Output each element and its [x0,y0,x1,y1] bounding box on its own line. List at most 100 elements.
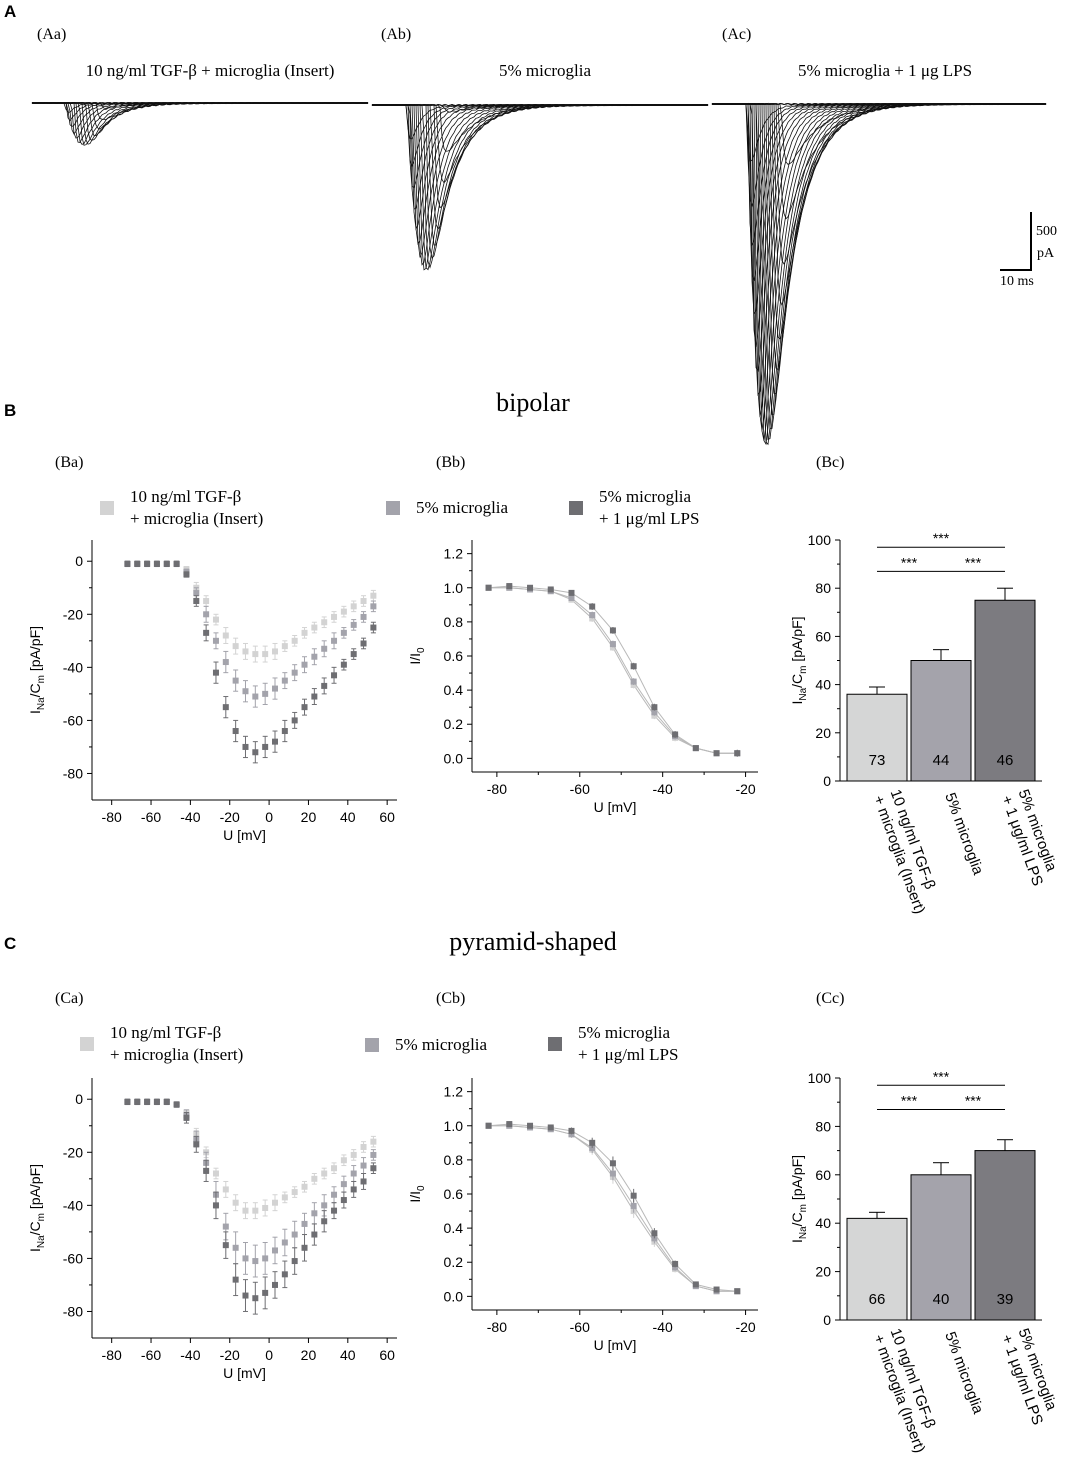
data-point [734,1288,741,1295]
data-point [212,637,219,644]
x-tick-label: 20 [301,809,317,825]
scalebar-time: 10 ms [1000,274,1034,289]
data-point [713,750,720,757]
data-point [370,1151,377,1158]
fit-line [488,587,738,754]
data-point [589,1144,596,1151]
x-tick-label: -60 [141,1347,161,1363]
data-point [291,717,298,724]
data-point [589,603,596,610]
data-point [527,586,534,593]
data-point [568,589,575,596]
panel-letter-b: B [4,401,17,420]
y-axis-label-text: INa/Cm [pA/pF] [789,1155,809,1243]
series-2 [485,1121,741,1295]
y-tick-label: -40 [63,659,83,675]
data-point [232,643,239,650]
data-point [350,1170,357,1177]
data-point [340,661,347,668]
data-point [222,659,229,666]
data-point [134,560,141,567]
data-point [651,1238,658,1245]
data-point [173,560,180,567]
y-tick-label: 0.0 [444,750,464,766]
y-axis-label: INa/Cm [pA/pF] [27,1164,47,1252]
sublabel-aa: (Aa) [37,26,67,43]
y-axis-label-text: INa/Cm [pA/pF] [27,626,47,714]
data-point [360,1178,367,1185]
data-point [203,1159,210,1166]
data-point [311,653,318,660]
data-point [163,1098,170,1105]
y-tick-label: 0.0 [444,1288,464,1304]
y-tick-label: -20 [63,1144,83,1160]
bar-n-label: 73 [869,752,886,769]
y-tick-label: 0 [823,1312,831,1328]
data-point [527,584,534,591]
bar-n-label: 39 [997,1291,1014,1308]
data-point [203,629,210,636]
category-label: 10 ng/ml TGF-β+ microglia (Insert) [870,787,939,916]
data-point [252,749,259,756]
fit-line [488,1125,738,1292]
data-point [153,1098,160,1105]
legend-item-lps-b: 5% microglia + 1 μg/ml LPS [569,486,699,530]
data-point [272,685,278,692]
category-label-line: + 1 μg/ml LPS [998,793,1046,888]
data-point [301,661,308,668]
data-point [370,603,377,610]
legend-label-insert: 10 ng/ml TGF-β + microglia (Insert) [110,1023,244,1064]
y-axis-label: I/I0 [407,1185,427,1203]
x-tick-label: -60 [141,809,161,825]
x-tick-label: -80 [102,809,122,825]
data-point [134,1098,141,1105]
data-point [609,1160,616,1167]
current-trace [711,102,1047,106]
y-tick-label: 0.4 [444,1220,464,1236]
y-tick-label: 20 [815,1264,831,1280]
data-point [331,1191,338,1198]
data-point [311,693,318,700]
y-tick-label: -80 [63,765,83,781]
data-point [134,1098,141,1105]
fit-line [488,1125,738,1292]
data-point [124,1098,131,1105]
data-point [183,1114,190,1121]
panel-letter-c: C [4,934,17,953]
y-axis-label-text: INa/Cm [pA/pF] [789,616,809,704]
bar [846,1217,908,1321]
category-label: 5% microglia [941,791,987,878]
data-point [183,566,190,573]
data-point [609,641,616,648]
data-point [568,1127,575,1134]
x-tick-label: -80 [102,1347,122,1363]
data-point [734,750,741,757]
y-tick-label: 0.6 [444,648,464,664]
x-axis-label: U [mV] [223,827,266,843]
data-point [331,1165,338,1172]
current-trace [371,103,709,210]
data-point [609,1173,616,1180]
data-point [350,621,357,628]
data-point [360,613,367,620]
data-point [713,1286,720,1293]
sublabel-bc: (Bc) [816,454,845,471]
data-point [672,1266,679,1273]
sublabel-ac: (Ac) [722,26,752,43]
data-point [262,1205,269,1211]
legend-label-insert: 10 ng/ml TGF-β + microglia (Insert) [130,487,264,528]
data-point [672,1264,679,1271]
data-point [370,592,377,599]
bar [974,599,1036,782]
data-point [212,616,219,623]
data-point [485,1122,492,1129]
data-point [232,677,239,684]
data-point [630,1192,637,1199]
trace-group-1 [371,103,709,271]
data-point [301,1220,308,1227]
data-point [350,1186,357,1193]
data-point [252,1295,259,1302]
data-point [713,1288,720,1295]
data-point [291,1258,298,1265]
data-point [183,1109,190,1116]
